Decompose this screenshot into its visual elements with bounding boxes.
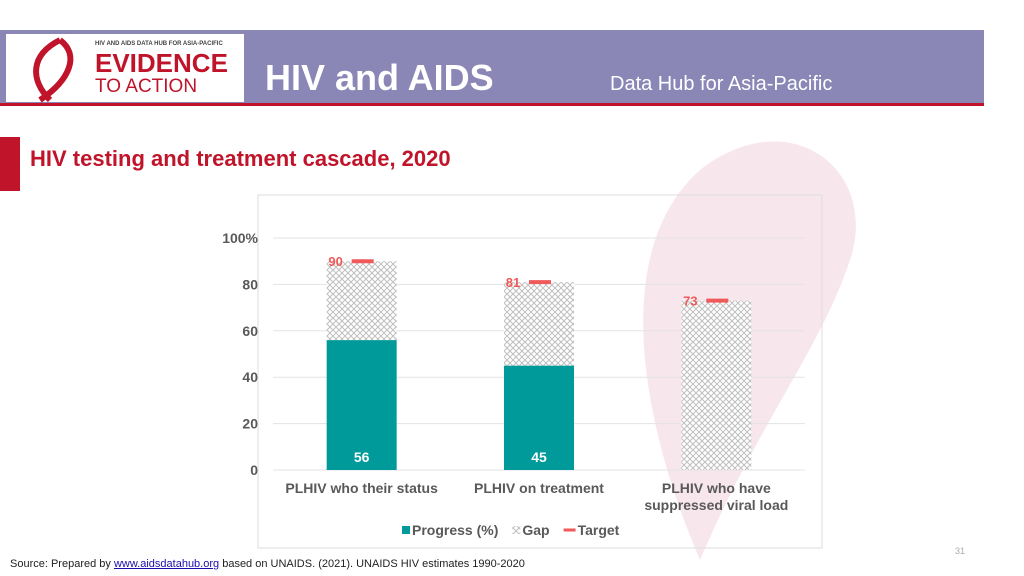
target-label: 73 [683,294,697,309]
source-suffix: based on UNAIDS. (2021). UNAIDS HIV esti… [222,558,525,570]
header-subtitle: Data Hub for Asia-Pacific [610,73,832,95]
y-tick-label: 0 [250,462,258,478]
bar-segment [681,300,752,470]
page-number: 31 [955,546,966,556]
value-label: 56 [354,449,370,465]
logo-top: HIV AND AIDS DATA HUB FOR ASIA-PACIFIC [95,41,223,47]
x-tick-label: PLHIV who their status [285,480,438,496]
bar-segment [326,340,397,470]
bar-segment [326,261,397,341]
x-tick-label: PLHIV on treatment [474,480,604,496]
legend-swatch [402,526,410,534]
header-title: HIV and AIDS [265,57,494,98]
slide-title: HIV testing and treatment cascade, 2020 [30,146,451,171]
legend-label: Target [578,522,620,538]
bar-segment [504,282,574,366]
legend-label: Gap [522,522,549,538]
x-tick-label: PLHIV who have suppressed viral load [644,480,789,513]
title-accent [0,137,20,191]
logo-ribbon [33,37,74,103]
y-tick-label: 40 [242,369,258,385]
logo-main: EVIDENCE [95,48,228,78]
logo-sub: TO ACTION [95,76,197,97]
y-tick-label: 80 [242,276,258,292]
chart-frame [257,194,823,549]
y-tick-label: 60 [242,323,258,339]
source-link[interactable]: www.aidsdatahub.org [113,558,220,570]
legend-swatch [512,526,521,534]
value-label: 45 [531,449,547,465]
source: Source: Prepared by www.aidsdatahub.org … [10,558,525,570]
bar-segment [504,365,574,470]
header-rule [0,103,984,106]
legend-label: Progress (%) [412,522,498,538]
source-prefix: Source: Prepared by [10,558,111,570]
target-label: 90 [328,254,342,269]
y-tick-label: 100% [222,230,258,246]
y-tick-label: 20 [242,416,258,432]
target-label: 81 [506,275,520,290]
